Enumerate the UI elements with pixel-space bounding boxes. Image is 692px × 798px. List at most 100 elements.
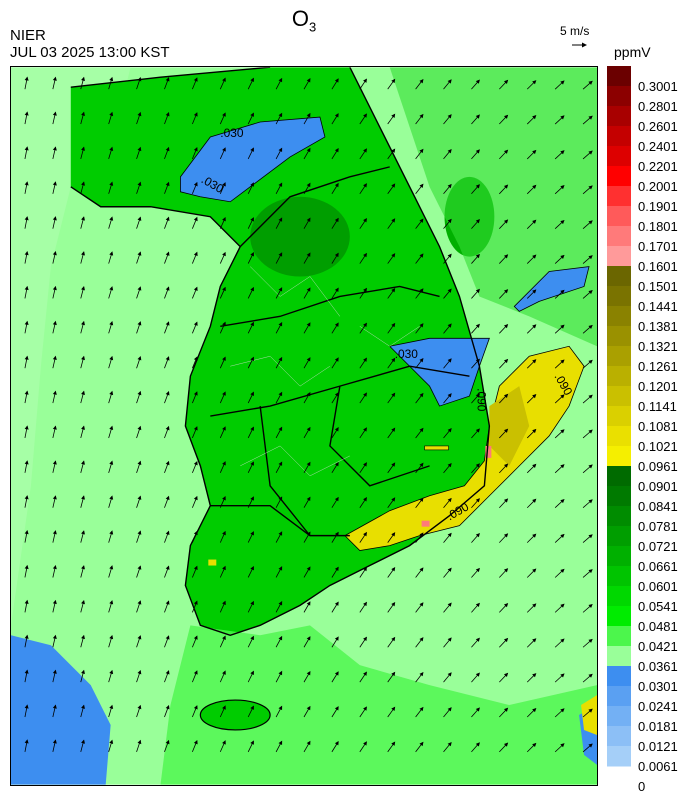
wind-vector-head xyxy=(278,252,283,257)
wind-vector-head xyxy=(363,392,367,397)
wind-vector-head xyxy=(81,390,85,395)
small-high-patch-west xyxy=(208,559,217,566)
colorbar-swatch xyxy=(607,406,631,427)
colorbar-tick-label: 0.0301 xyxy=(638,679,678,694)
wind-vector-head xyxy=(278,182,283,187)
wind-vector-head xyxy=(306,426,311,432)
wind-vector-head xyxy=(250,531,254,536)
wind-vector-head xyxy=(137,600,142,605)
wind-vector-head xyxy=(165,286,170,291)
wind-vector-head xyxy=(109,146,114,151)
wind-vector-head xyxy=(447,602,452,607)
wind-vector-head xyxy=(250,182,254,187)
colorbar-tick-label: 0.2201 xyxy=(638,159,678,174)
colorbar-swatch xyxy=(607,686,631,707)
wind-vector-head xyxy=(447,707,452,712)
wind-vector-head xyxy=(475,79,480,84)
wind-vector-head xyxy=(363,148,367,153)
wind-vector-head xyxy=(222,705,226,710)
wind-vector-head xyxy=(109,565,114,570)
colorbar xyxy=(607,66,631,767)
wind-vector-head xyxy=(222,286,226,292)
wind-vector-head xyxy=(475,393,480,398)
wind-vector-head xyxy=(52,285,57,291)
wind-vector-head xyxy=(306,705,311,711)
wind-vector-head xyxy=(165,704,170,710)
wind-vector-head xyxy=(306,252,311,257)
wind-vector-head xyxy=(193,460,198,466)
wind-vector-head xyxy=(24,250,29,256)
wind-vector-head xyxy=(165,460,170,466)
wind-vector-head xyxy=(306,217,311,222)
wind-vector-head xyxy=(109,460,114,465)
wind-vector-head xyxy=(24,181,29,186)
wind-vector-head xyxy=(109,355,114,361)
wind-vector-head xyxy=(588,603,593,609)
wind-vector-head xyxy=(363,183,367,188)
wind-vector-head xyxy=(419,427,424,433)
colorbar-tick-label: 0.1601 xyxy=(638,259,678,274)
wind-vector-head xyxy=(447,741,452,747)
wind-vector-head xyxy=(503,603,509,608)
colorbar-tick-label: 0.1141 xyxy=(638,399,677,414)
wind-vector-head xyxy=(250,147,254,152)
wind-vector-head xyxy=(588,743,593,748)
inland-high-patch xyxy=(250,196,350,277)
wind-vector-head xyxy=(475,498,480,503)
colorbar-swatch xyxy=(607,66,631,87)
wind-vector-head xyxy=(447,79,452,84)
wind-vector-head xyxy=(334,322,339,327)
wind-vector-head xyxy=(193,530,198,536)
wind-vector-head xyxy=(588,324,593,330)
wind-vector-head xyxy=(278,112,283,118)
wind-vector-head xyxy=(193,321,198,326)
wind-vector-head xyxy=(250,426,254,431)
wind-vector-head xyxy=(560,673,565,678)
wind-vector-head xyxy=(560,429,565,434)
wind-vector-head xyxy=(165,670,170,675)
wind-vector-head xyxy=(52,390,57,395)
wind-vector-head xyxy=(250,217,254,222)
wind-vector-head xyxy=(81,216,85,221)
wind-vector-head xyxy=(363,741,367,746)
wind-vector-head xyxy=(52,181,57,186)
wind-vector-head xyxy=(278,426,283,432)
wind-vector-head xyxy=(447,288,452,293)
wind-vector-head xyxy=(137,390,142,396)
wind-vector-head xyxy=(363,287,367,293)
wind-vector-head xyxy=(81,495,85,500)
wind-vector-head xyxy=(137,460,142,466)
wind-vector-head xyxy=(52,564,57,570)
wind-vector-head xyxy=(250,391,254,396)
colorbar-swatch xyxy=(607,206,631,227)
district-lines xyxy=(230,266,420,477)
wind-vector-head xyxy=(588,150,593,155)
colorbar-tick-label: 0.2401 xyxy=(638,139,678,154)
colorbar-tick-label: 0.0121 xyxy=(638,739,678,754)
wind-vector-head xyxy=(24,216,29,221)
wind-vector-head xyxy=(391,427,396,432)
wind-vector-head xyxy=(560,359,565,364)
peak-ozone-cell xyxy=(485,445,492,458)
wind-vector-head xyxy=(52,634,57,640)
wind-vector-head xyxy=(137,356,142,361)
wind-vector-head xyxy=(222,251,226,257)
wind-vector-head xyxy=(391,218,396,223)
organization-label: NIER xyxy=(10,27,46,44)
wind-vector-head xyxy=(193,565,198,571)
wind-vector-head xyxy=(560,219,565,225)
wind-vector-head xyxy=(250,286,254,292)
wind-vector-head xyxy=(334,78,339,83)
wind-vector-head xyxy=(81,565,85,570)
wind-vector-head xyxy=(137,425,142,431)
wind-vector-head xyxy=(109,111,114,117)
wind-vector-head xyxy=(222,216,226,222)
colorbar-swatch xyxy=(607,86,631,107)
wind-vector-head xyxy=(52,111,57,116)
wind-vector-head xyxy=(532,289,537,294)
colorbar-swatch xyxy=(607,106,631,127)
datetime-label: JUL 03 2025 13:00 KST xyxy=(10,44,170,61)
wind-vector-head xyxy=(250,461,254,466)
wind-vector-head xyxy=(24,669,29,674)
wind-vector-head xyxy=(278,566,283,571)
